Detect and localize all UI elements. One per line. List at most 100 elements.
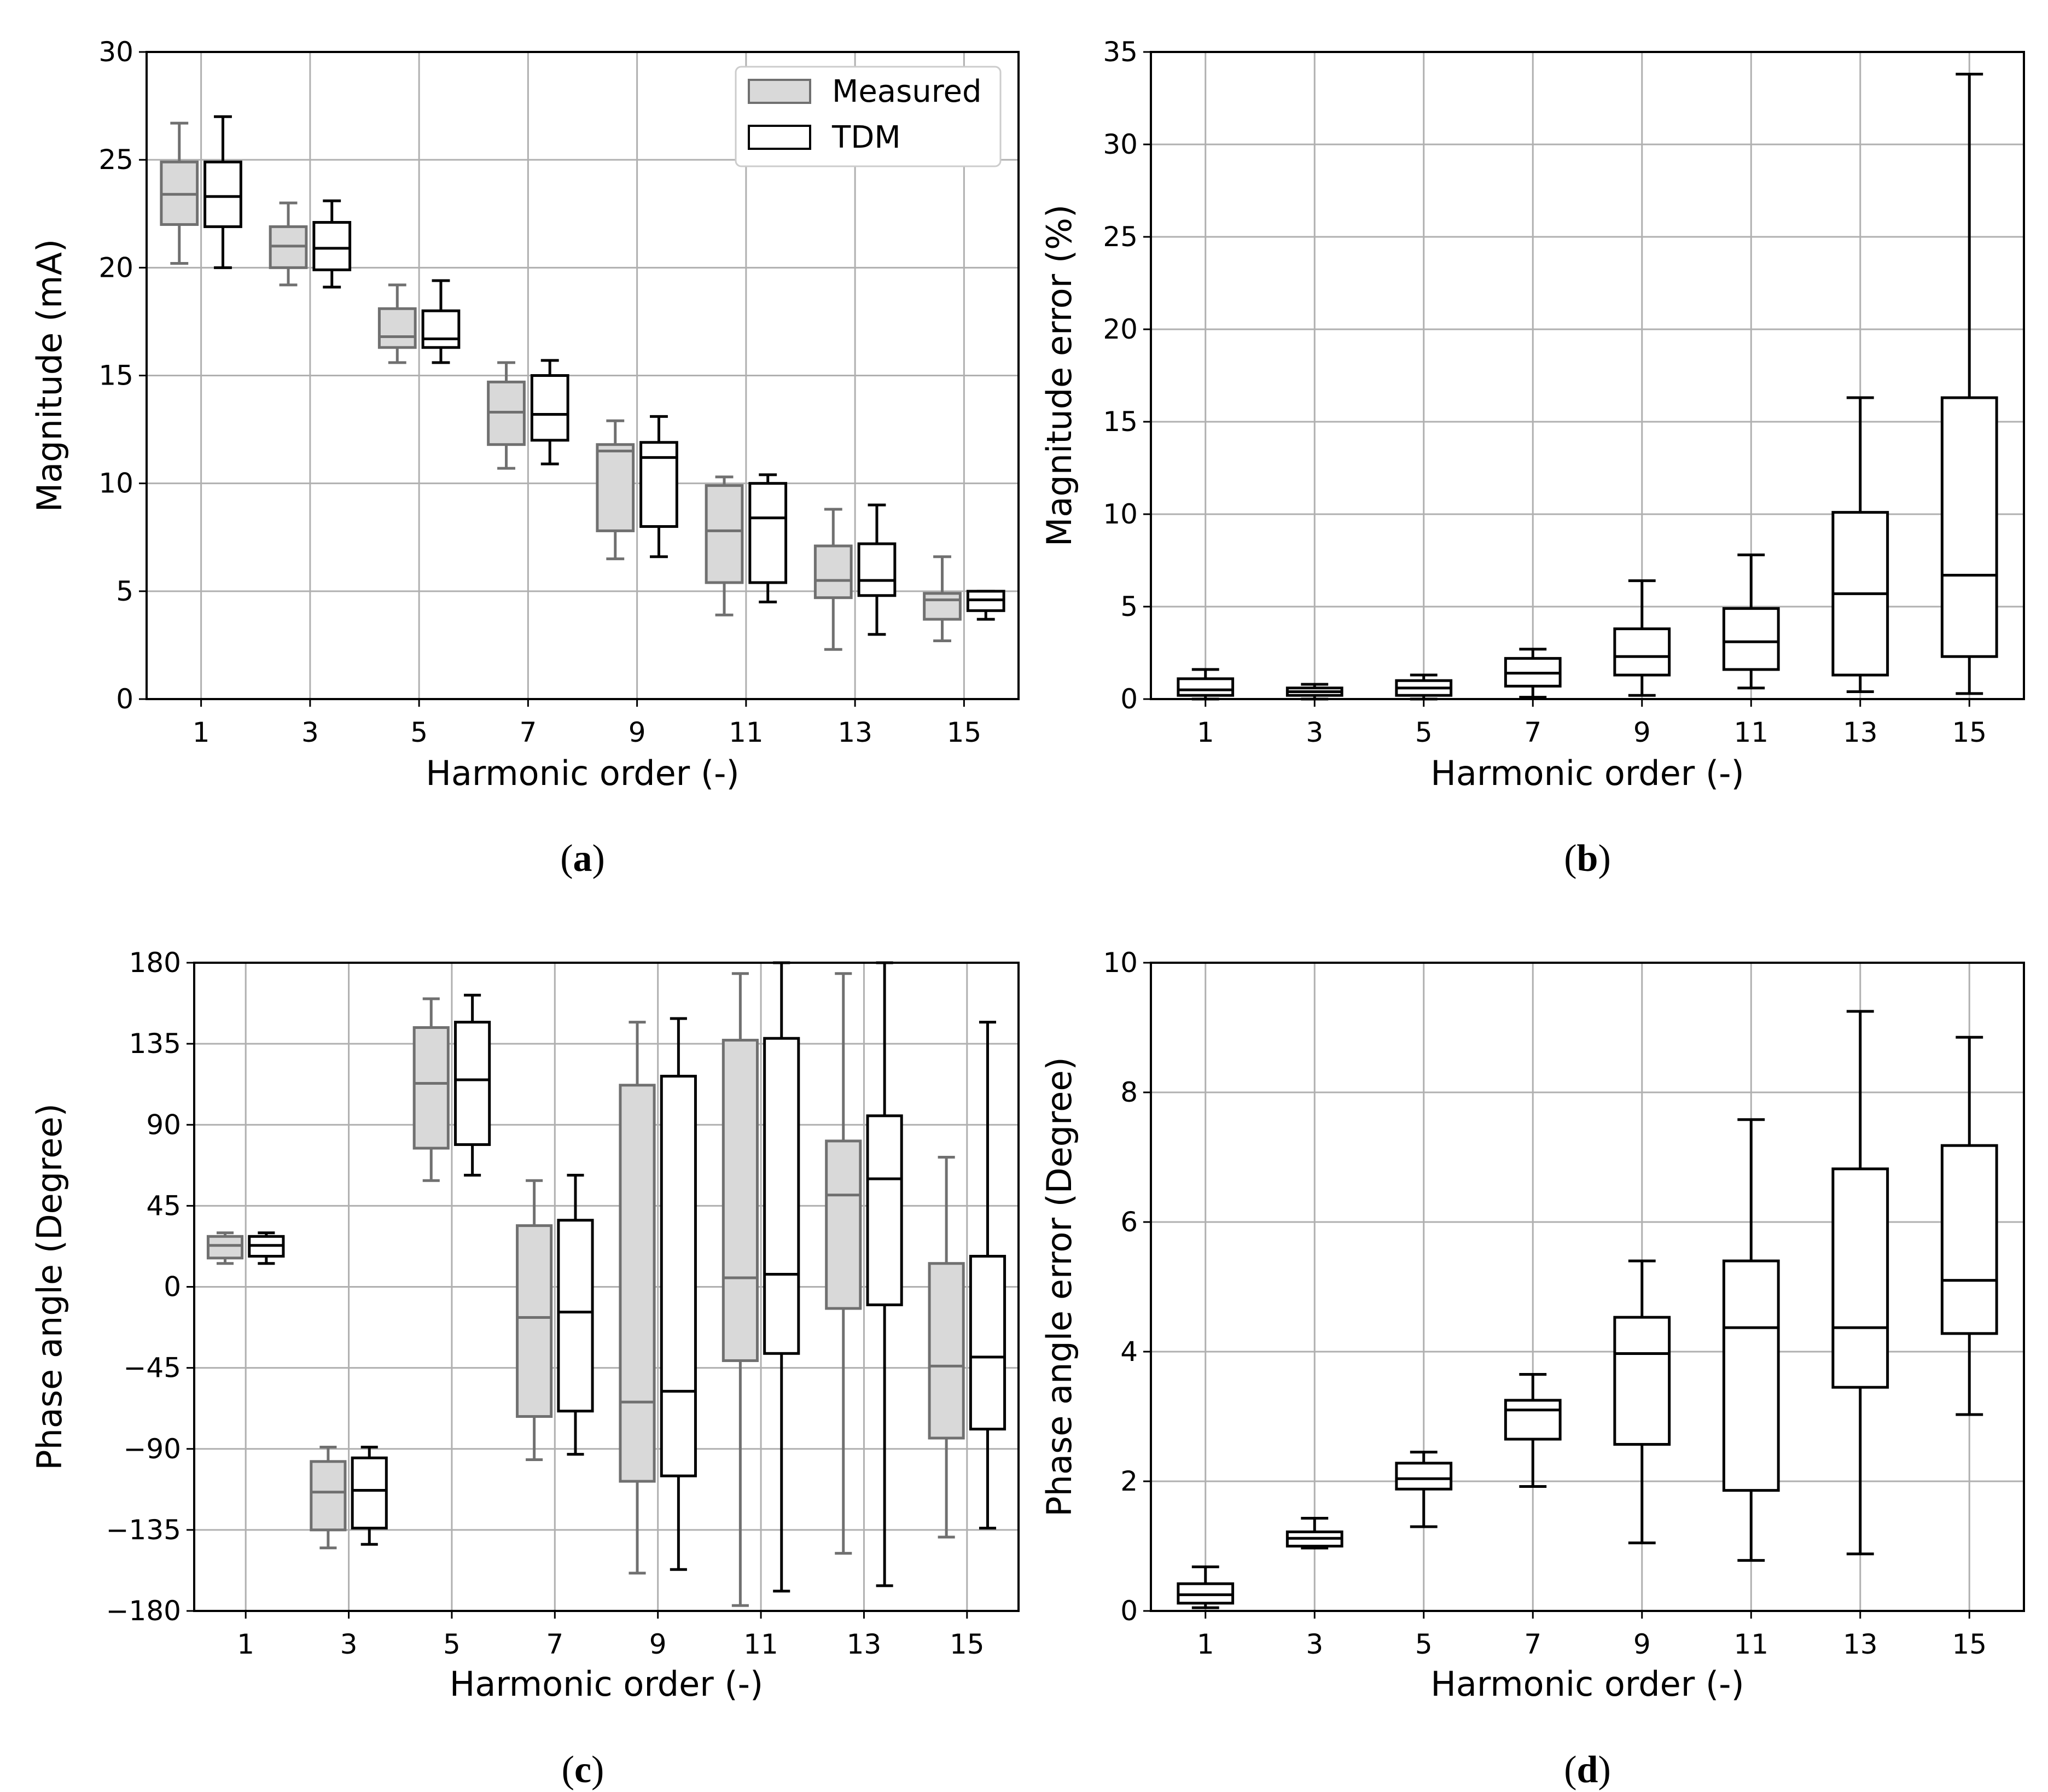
x-tick-label: 11 <box>743 1628 778 1660</box>
x-tick-label: 7 <box>546 1628 563 1660</box>
y-tick-label: 5 <box>116 575 133 607</box>
box-iqr <box>203 160 242 228</box>
box-iqr <box>1722 607 1780 671</box>
y-tick-label: 180 <box>129 947 181 979</box>
y-axis-label: Phase angle (Degree) <box>30 1103 69 1470</box>
y-tick-label: 0 <box>1120 1595 1138 1627</box>
box-iqr <box>1940 1144 1998 1335</box>
y-tick-label: 4 <box>1120 1336 1138 1368</box>
panel-caption: (a) <box>560 837 605 880</box>
box-iqr <box>660 1074 697 1477</box>
x-tick-label: 15 <box>947 717 982 748</box>
x-tick-label: 13 <box>837 717 872 748</box>
x-axis-label: Harmonic order (-) <box>1430 1664 1744 1704</box>
box-measured <box>596 419 635 561</box>
x-tick-label: 5 <box>1415 717 1433 748</box>
box-tdm <box>1831 1010 1889 1556</box>
box-tdm <box>1831 396 1889 693</box>
box-tdm <box>1504 648 1562 699</box>
box-tdm <box>966 590 1005 621</box>
box-iqr <box>310 1460 347 1532</box>
y-tick-label: 8 <box>1120 1077 1138 1108</box>
box-iqr <box>763 1037 800 1355</box>
box-measured <box>923 555 962 643</box>
box-measured <box>412 997 450 1182</box>
panel-caption: (b) <box>1564 837 1611 880</box>
y-tick-label: −45 <box>123 1352 181 1384</box>
legend: Measured TDM <box>735 66 1002 167</box>
x-tick-label: 13 <box>1843 1628 1878 1660</box>
x-tick-label: 3 <box>301 717 319 748</box>
box-tdm <box>454 993 491 1177</box>
y-tick-label: 0 <box>164 1271 181 1303</box>
box-iqr <box>1940 396 1998 658</box>
box-measured <box>813 508 853 651</box>
box-iqr <box>639 441 678 528</box>
box-iqr <box>1831 1167 1889 1389</box>
box-measured <box>705 475 744 616</box>
plot-frame <box>146 51 1020 700</box>
panel-caption: (d) <box>1564 1749 1611 1791</box>
y-tick-label: −90 <box>123 1433 181 1465</box>
x-tick-label: 11 <box>1733 1628 1768 1660</box>
y-tick-label: 5 <box>1120 591 1138 622</box>
y-tick-label: 10 <box>98 468 133 499</box>
plot-frame <box>1150 51 2025 700</box>
x-tick-label: 5 <box>1415 1628 1433 1660</box>
box-tdm <box>1177 1565 1235 1609</box>
x-tick-label: 11 <box>1733 717 1768 748</box>
y-tick-label: 30 <box>98 36 133 68</box>
box-tdm <box>1285 1517 1343 1550</box>
x-tick-label: 3 <box>1306 717 1323 748</box>
box-tdm <box>203 115 242 269</box>
x-tick-label: 5 <box>410 717 428 748</box>
box-measured <box>160 121 199 265</box>
x-tick-label: 13 <box>847 1628 882 1660</box>
box-iqr <box>923 592 962 621</box>
box-tdm <box>1940 1035 1998 1416</box>
y-tick-label: 25 <box>1103 221 1138 253</box>
box-tdm <box>1940 73 1998 695</box>
box-iqr <box>421 309 461 349</box>
legend-label-measured: Measured <box>832 74 982 109</box>
y-tick-label: 25 <box>98 144 133 176</box>
y-tick-label: 0 <box>1120 683 1138 715</box>
y-tick-label: 20 <box>1103 313 1138 345</box>
x-tick-label: 1 <box>193 717 210 748</box>
y-tick-label: 135 <box>129 1028 181 1060</box>
y-axis-label: Magnitude (mA) <box>30 239 69 512</box>
box-measured <box>825 972 862 1555</box>
y-tick-label: 6 <box>1120 1206 1138 1238</box>
box-iqr <box>312 221 352 271</box>
panel-caption: (c) <box>562 1749 604 1791</box>
x-tick-label: 15 <box>950 1628 985 1660</box>
box-measured <box>619 1021 656 1575</box>
box-iqr <box>557 1219 594 1413</box>
box-iqr <box>516 1224 553 1418</box>
box-iqr <box>813 544 853 600</box>
box-iqr <box>619 1084 656 1483</box>
box-tdm <box>248 1231 285 1265</box>
y-tick-label: 90 <box>146 1109 181 1141</box>
y-tick-label: −180 <box>106 1595 181 1627</box>
x-axis-label: Harmonic order (-) <box>450 1664 763 1704</box>
box-iqr <box>1613 627 1671 677</box>
y-tick-label: 10 <box>1103 498 1138 530</box>
x-tick-label: 1 <box>1197 717 1214 748</box>
box-measured <box>310 1445 347 1550</box>
box-tdm <box>557 1173 594 1456</box>
x-tick-label: 3 <box>1306 1628 1323 1660</box>
box-iqr <box>857 542 897 597</box>
box-iqr <box>1395 1462 1453 1491</box>
box-iqr <box>596 443 635 532</box>
y-tick-label: −135 <box>106 1514 181 1546</box>
box-tdm <box>1722 1118 1780 1562</box>
x-tick-label: 15 <box>1952 717 1987 748</box>
box-iqr <box>866 1114 903 1306</box>
box-tdm <box>639 415 678 558</box>
box-tdm <box>530 359 569 466</box>
box-tdm <box>1395 1451 1453 1528</box>
